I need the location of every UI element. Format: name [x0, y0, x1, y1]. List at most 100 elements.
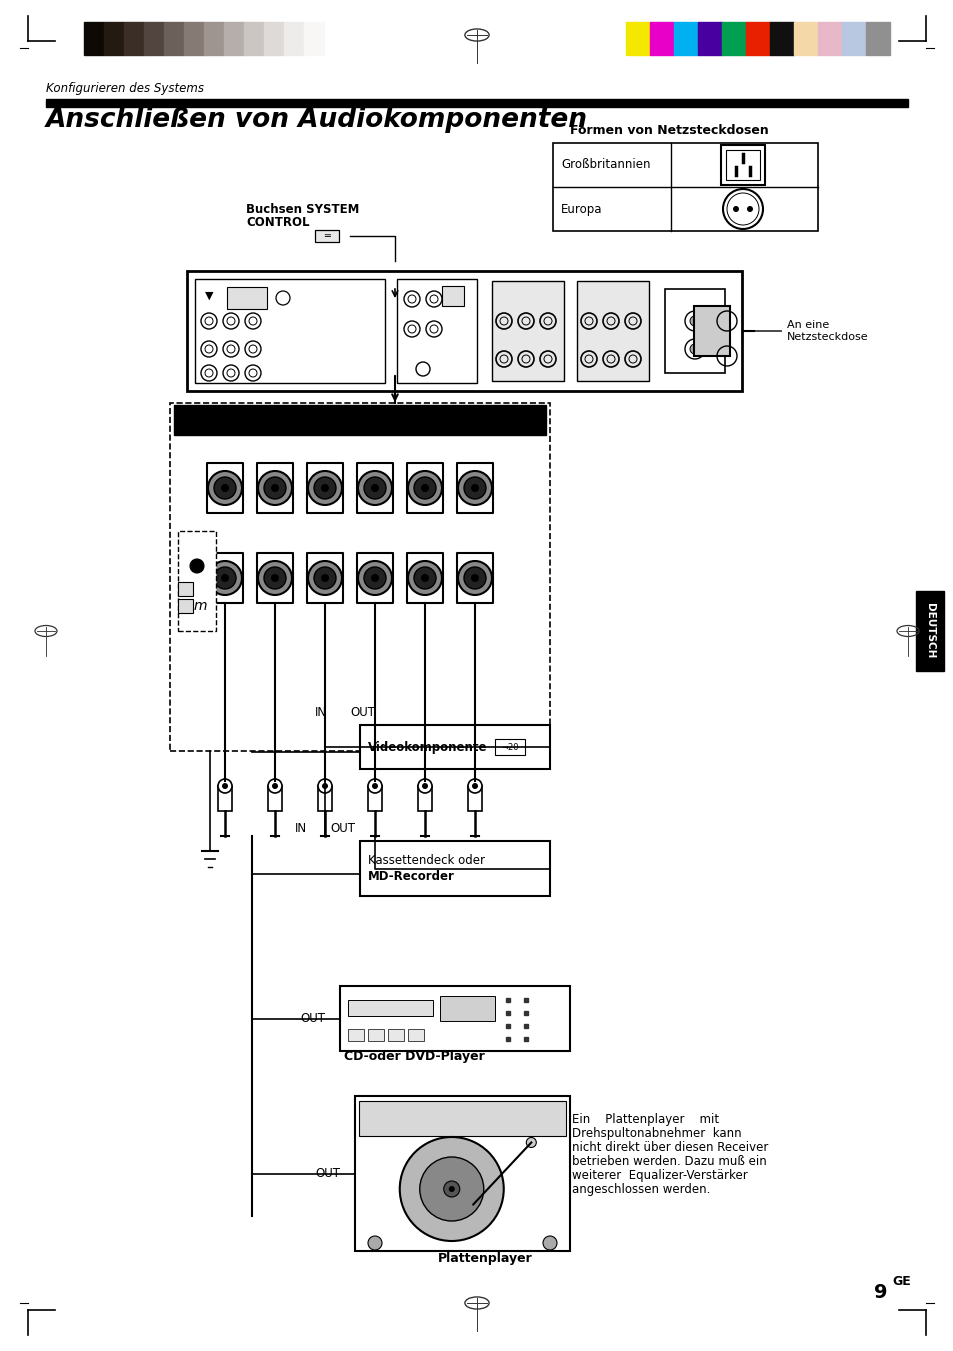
Circle shape — [408, 471, 441, 505]
Bar — [769, 22, 793, 55]
Circle shape — [190, 559, 204, 573]
Circle shape — [271, 484, 278, 492]
Bar — [396, 280, 476, 382]
Text: CD-oder DVD-Player: CD-oder DVD-Player — [344, 1050, 484, 1063]
Text: CONTROL: CONTROL — [246, 216, 309, 230]
Bar — [104, 22, 124, 55]
Bar — [553, 143, 817, 231]
Text: Konfigurieren des Systems: Konfigurieren des Systems — [46, 82, 204, 95]
Text: MD-Recorder: MD-Recorder — [368, 870, 455, 884]
Circle shape — [257, 561, 292, 594]
Bar — [84, 22, 104, 55]
Circle shape — [420, 574, 429, 582]
Text: →20: →20 — [500, 743, 518, 751]
Circle shape — [689, 316, 700, 326]
Bar — [124, 22, 144, 55]
Text: Europa: Europa — [560, 203, 602, 216]
Circle shape — [320, 574, 329, 582]
Text: OUT: OUT — [299, 1012, 325, 1025]
Text: weiterer  Equalizer-Verstärker: weiterer Equalizer-Verstärker — [572, 1169, 747, 1182]
Circle shape — [221, 574, 229, 582]
Text: IN: IN — [314, 707, 327, 719]
Text: Plattenplayer: Plattenplayer — [437, 1252, 532, 1265]
Text: angeschlossen werden.: angeschlossen werden. — [572, 1183, 710, 1196]
Circle shape — [264, 567, 286, 589]
Circle shape — [368, 780, 381, 793]
Text: Ein    Plattenplayer    mit: Ein Plattenplayer mit — [572, 1113, 719, 1125]
Text: m: m — [193, 598, 207, 613]
Text: IN: IN — [294, 821, 307, 835]
Bar — [698, 22, 721, 55]
Text: An eine
Netzsteckdose: An eine Netzsteckdose — [744, 320, 868, 342]
Bar — [178, 582, 193, 596]
Text: ═: ═ — [324, 231, 330, 240]
Circle shape — [722, 189, 762, 230]
Bar — [314, 230, 338, 242]
Circle shape — [308, 471, 341, 505]
Circle shape — [746, 205, 752, 212]
Text: Anschließen von Audiokomponenten: Anschließen von Audiokomponenten — [46, 107, 587, 132]
Circle shape — [371, 574, 378, 582]
Bar — [725, 150, 760, 180]
Circle shape — [268, 780, 282, 793]
Bar — [388, 1029, 403, 1042]
Circle shape — [457, 561, 492, 594]
Bar — [407, 463, 442, 513]
Bar — [144, 22, 164, 55]
Circle shape — [417, 780, 432, 793]
Bar — [577, 281, 648, 381]
Circle shape — [399, 1138, 503, 1242]
Circle shape — [471, 484, 478, 492]
Bar — [368, 1029, 384, 1042]
Circle shape — [364, 567, 386, 589]
Bar — [649, 22, 673, 55]
Bar — [204, 22, 224, 55]
Circle shape — [472, 784, 477, 789]
Bar — [227, 286, 267, 309]
Text: ▼: ▼ — [205, 290, 213, 301]
Circle shape — [322, 784, 328, 789]
Text: Großbritannien: Großbritannien — [560, 158, 650, 172]
Circle shape — [208, 561, 242, 594]
Circle shape — [308, 561, 341, 594]
Circle shape — [368, 1236, 381, 1250]
Circle shape — [213, 477, 235, 499]
Bar — [368, 786, 381, 811]
Bar — [355, 1096, 569, 1251]
Circle shape — [419, 1156, 483, 1221]
Circle shape — [372, 784, 377, 789]
Bar — [317, 786, 332, 811]
Bar — [348, 1029, 364, 1042]
Text: nicht direkt über diesen Receiver: nicht direkt über diesen Receiver — [572, 1142, 767, 1154]
Bar — [793, 22, 817, 55]
Bar — [439, 996, 495, 1021]
Bar — [170, 403, 550, 751]
Circle shape — [257, 471, 292, 505]
Bar — [915, 590, 943, 671]
Bar — [356, 553, 393, 603]
Circle shape — [371, 484, 378, 492]
Bar — [495, 739, 524, 755]
Bar — [492, 281, 563, 381]
Bar — [664, 289, 724, 373]
Circle shape — [421, 784, 428, 789]
Text: DEUTSCH: DEUTSCH — [924, 604, 934, 659]
Circle shape — [272, 784, 277, 789]
Circle shape — [463, 477, 485, 499]
Circle shape — [526, 1138, 536, 1147]
Bar — [693, 305, 729, 357]
Text: OUT: OUT — [350, 707, 375, 719]
Bar — [256, 463, 293, 513]
Bar — [178, 598, 193, 613]
Circle shape — [264, 477, 286, 499]
Bar — [745, 22, 769, 55]
Bar — [359, 725, 550, 769]
Circle shape — [420, 484, 429, 492]
Circle shape — [448, 1186, 455, 1192]
Bar — [468, 786, 481, 811]
Bar — [348, 1000, 433, 1016]
Bar — [268, 786, 282, 811]
Bar — [244, 22, 264, 55]
Circle shape — [357, 561, 392, 594]
Bar — [207, 463, 243, 513]
